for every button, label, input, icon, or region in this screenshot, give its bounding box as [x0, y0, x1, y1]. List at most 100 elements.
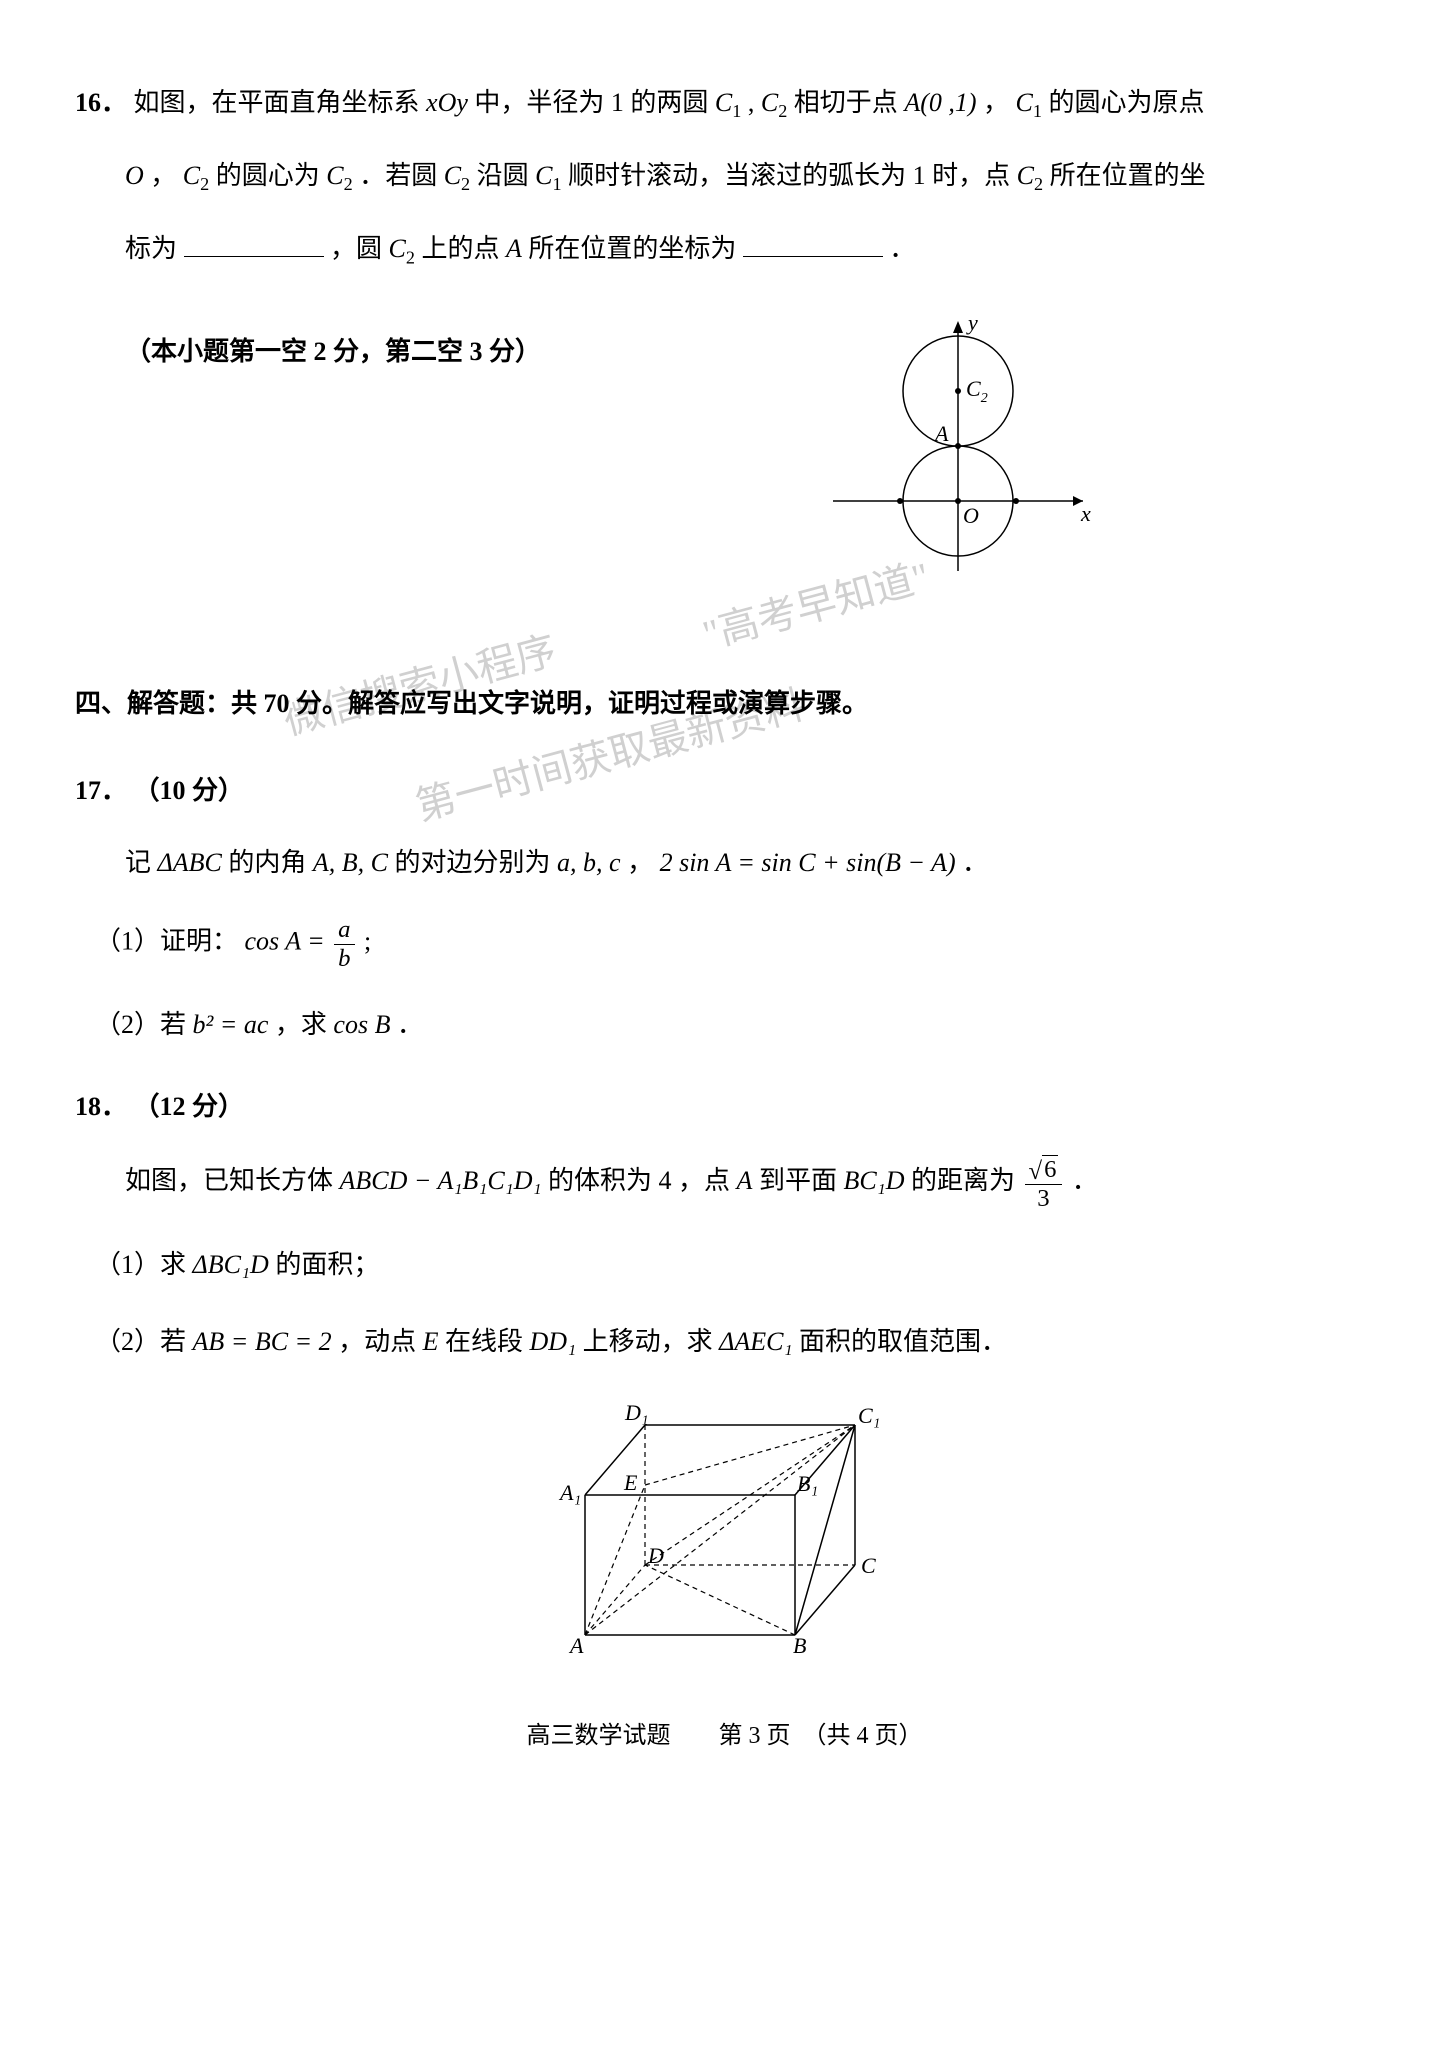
q16-l2-C2-sub: 2: [200, 174, 209, 194]
q17-sub2-tail: ．: [397, 1010, 423, 1039]
q16-l2-C2c: C: [444, 161, 461, 190]
q16-text: 的圆心为: [216, 161, 320, 190]
svg-text:A: A: [933, 421, 949, 446]
q18-sub2-eq: AB = BC = 2: [193, 1327, 332, 1356]
svg-text:E: E: [623, 1470, 638, 1495]
page-footer: 高三数学试题 第 3 页 （共 4 页）: [75, 1715, 1374, 1758]
svg-text:B: B: [793, 1633, 806, 1658]
q16-l3-A: A: [506, 234, 522, 263]
q16-text: 中，半径为: [474, 88, 604, 117]
q16-text: 所在位置的坐标为: [528, 234, 736, 263]
q16-text: ，: [983, 88, 1016, 117]
q17-sub1-frac: a b: [334, 916, 354, 971]
q16-C1-sub: 1: [732, 101, 741, 121]
q18-text: 如图，已知长方体: [125, 1167, 340, 1196]
svg-text:C: C: [861, 1553, 876, 1578]
svg-text:D: D: [647, 1543, 664, 1568]
question-16: 16． 如图，在平面直角坐标系 xOy 中，半径为 1 的两圆 C1 , C2 …: [75, 80, 1374, 621]
frac-den: b: [334, 945, 354, 972]
q16-text: 所在位置的坐: [1050, 161, 1206, 190]
q16-text: 的圆心为原点: [1048, 88, 1204, 117]
q16-text: 顺时针滚动，当滚过的弧长为: [568, 161, 906, 190]
q18-seg: DD₁: [530, 1327, 583, 1356]
q16-l3-C2-sub: 2: [406, 247, 415, 267]
q16-text: 沿圆: [477, 161, 529, 190]
q17-sub1-tail: ;: [364, 927, 371, 956]
svg-text:y: y: [966, 311, 978, 335]
q18-frac: √6 3: [1025, 1155, 1063, 1211]
q18-text: 到平面: [759, 1167, 837, 1196]
q18-sub1-tri: ΔBC₁D: [193, 1250, 269, 1279]
q16-comma: ,: [748, 88, 755, 117]
q17-points: （10 分）: [134, 776, 245, 805]
q18-cuboid: ABCD − A₁B₁C₁D₁: [340, 1167, 542, 1196]
q17-text: 的对边分别为: [395, 848, 551, 877]
frac-num: a: [334, 916, 354, 944]
svg-text:O: O: [963, 503, 979, 528]
q18-text: 的体积为: [548, 1167, 652, 1196]
q16-C2: C: [761, 88, 778, 117]
q16-C1b: C: [1016, 88, 1033, 117]
q17-sub2-eq: b² = ac: [193, 1010, 269, 1039]
q18-A: A: [737, 1167, 753, 1196]
q16-text: 上的点: [421, 234, 506, 263]
q17-text: ，求: [275, 1010, 327, 1039]
q18-text: ，点: [678, 1167, 737, 1196]
q18-text: 面积的取值范围．: [799, 1327, 1007, 1356]
q16-text: ．: [889, 234, 915, 263]
q16-l2-C2d-sub: 2: [1034, 174, 1043, 194]
q17-sub1-lhs: cos A =: [245, 927, 332, 956]
q16-l2-C2d: C: [1017, 161, 1034, 190]
q16-l2-val: 1: [913, 161, 926, 190]
q17-ang: A, B, C: [313, 848, 388, 877]
q18-text: 在线段: [445, 1327, 523, 1356]
frac-num: √6: [1025, 1155, 1063, 1184]
q16-text: ，圆: [330, 234, 382, 263]
q16-text: ，: [150, 161, 183, 190]
svg-text:C2: C2: [966, 376, 988, 406]
q16-text: ．若圆: [359, 161, 437, 190]
q16-blank1: [184, 226, 324, 257]
q17-number: 17．: [75, 776, 127, 805]
q18-E: E: [423, 1327, 445, 1356]
q18-text: ，动点: [338, 1327, 416, 1356]
q16-O: O: [125, 161, 144, 190]
q16-l2-C2b-sub: 2: [344, 174, 353, 194]
q16-C2-sub: 2: [778, 101, 787, 121]
q17-tri: ΔABC: [158, 848, 222, 877]
q16-number: 16．: [75, 88, 127, 117]
q16-text: 的两圆: [630, 88, 708, 117]
q16-hint: （本小题第一空 2 分，第二空 3 分）: [75, 321, 541, 376]
q17-text: ．: [962, 848, 988, 877]
q18-sub1-tail: 的面积；: [275, 1250, 379, 1279]
q18-number: 18．: [75, 1092, 127, 1121]
q16-C1: C: [715, 88, 732, 117]
svg-text:A₁: A₁: [558, 1480, 581, 1505]
q17-sub1-label: （1）证明：: [95, 927, 245, 956]
q16-xoy: xOy: [426, 88, 468, 117]
section4-title: 四、解答题：共 70 分。解答应写出文字说明，证明过程或演算步骤。: [75, 681, 1374, 728]
q18-points: （12 分）: [134, 1092, 245, 1121]
q16-l3-C2: C: [389, 234, 406, 263]
q17-eq: 2 sin A = sin C + sin(B − A): [660, 848, 956, 877]
question-18: 18． （12 分） 如图，已知长方体 ABCD − A₁B₁C₁D₁ 的体积为…: [75, 1084, 1374, 1666]
q16-text: 如图，在平面直角坐标系: [134, 88, 427, 117]
q18-plane: BC₁D: [843, 1167, 911, 1196]
svg-text:D₁: D₁: [624, 1400, 649, 1425]
q17-text: 记: [125, 848, 151, 877]
q16-l2-C2b: C: [326, 161, 343, 190]
q18-vol: 4: [659, 1167, 679, 1196]
q17-text: ，: [627, 848, 660, 877]
q16-blank2: [743, 226, 883, 257]
q16-figure: y x O A C2: [541, 311, 1374, 591]
q18-text: 的距离为: [911, 1167, 1022, 1196]
q16-l2-C1-sub: 1: [553, 174, 562, 194]
q16-l2-C2c-sub: 2: [461, 174, 470, 194]
frac-den: 3: [1025, 1185, 1063, 1212]
svg-text:B₁: B₁: [797, 1471, 818, 1496]
q16-val: 1: [611, 88, 624, 117]
q18-sub2-tri: ΔAEC₁: [719, 1327, 799, 1356]
question-17: 17． （10 分） 记 ΔABC 的内角 A, B, C 的对边分别为 a, …: [75, 768, 1374, 1049]
q18-sub2-label: （2）若: [95, 1327, 193, 1356]
svg-text:C₁: C₁: [858, 1403, 880, 1428]
